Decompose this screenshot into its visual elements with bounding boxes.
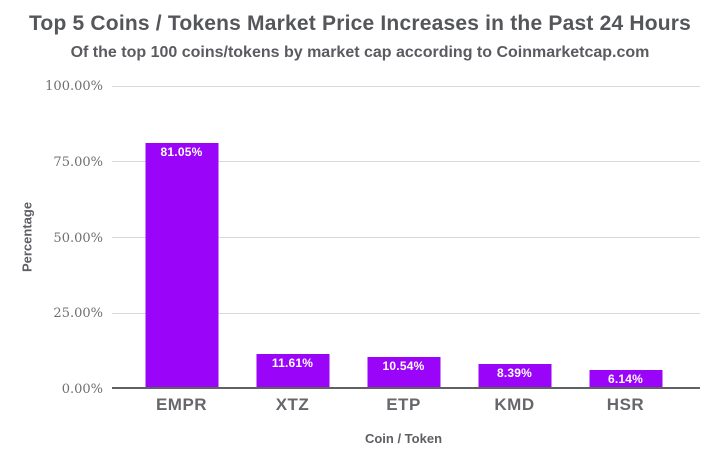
bar-etp: 10.54%: [367, 357, 440, 389]
x-category-label-hsr: HSR: [606, 395, 645, 414]
x-category-label-kmd: KMD: [494, 395, 535, 414]
x-axis-category-labels: EMPR XTZ ETP KMD HSR: [126, 395, 681, 415]
bar-empr: 81.05%: [145, 143, 218, 389]
bar-value-label: 11.61%: [271, 356, 314, 370]
gridline: [112, 312, 700, 314]
x-axis-title: Coin / Token: [364, 431, 443, 446]
bar-xtz: 11.61%: [256, 354, 329, 389]
chart-subtitle: Of the top 100 coins/tokens by market ca…: [70, 44, 650, 61]
bars-row: 81.05% 11.61% 10.54% 8.39% 6.14%: [126, 86, 681, 389]
bar-kmd: 8.39%: [478, 364, 551, 389]
plot-area: 81.05% 11.61% 10.54% 8.39% 6.14%: [112, 85, 700, 389]
y-tick-label: 75.00%: [53, 154, 103, 170]
y-tick-label: 25.00%: [53, 306, 103, 322]
bar-slot: 81.05%: [126, 86, 237, 389]
bar-value-label: 81.05%: [160, 145, 203, 159]
y-tick-label: 100.00%: [45, 79, 103, 94]
bar-slot: 10.54%: [348, 86, 459, 389]
x-category-label-xtz: XTZ: [275, 395, 310, 414]
gridline: [112, 237, 700, 238]
y-tick-label: 50.00%: [53, 230, 103, 246]
y-axis-tick-labels: 100.00% 75.00% 50.00% 25.00% 0.00%: [0, 79, 103, 397]
gridline: [112, 85, 700, 87]
bar-hsr: 6.14%: [589, 370, 662, 389]
bar-value-label: 6.14%: [607, 372, 644, 386]
bar-slot: 8.39%: [459, 86, 570, 389]
x-category-label-etp: ETP: [386, 395, 421, 414]
gridline: [112, 161, 700, 163]
x-category-label-empr: EMPR: [155, 395, 208, 414]
chart-title: Top 5 Coins / Tokens Market Price Increa…: [28, 12, 692, 35]
x-axis-line: [112, 387, 700, 389]
bar-slot: 11.61%: [237, 86, 348, 389]
bar-value-label: 10.54%: [382, 359, 425, 373]
y-tick-label: 0.00%: [61, 382, 103, 397]
bar-slot: 6.14%: [570, 86, 681, 389]
bar-value-label: 8.39%: [496, 366, 533, 380]
